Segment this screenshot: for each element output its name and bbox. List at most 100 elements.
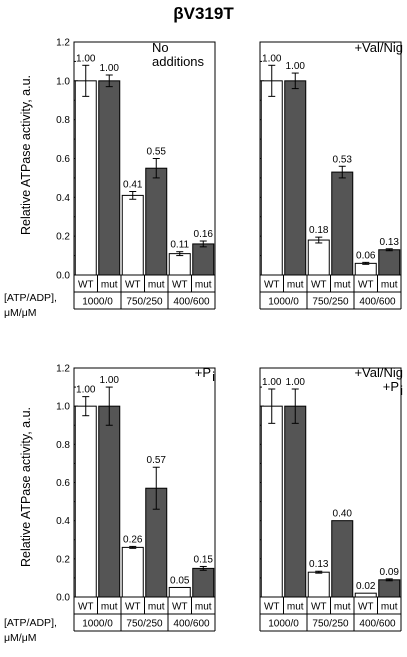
genotype-label: mut <box>287 602 304 613</box>
category-label: 1000/0 <box>268 297 299 308</box>
y-axis-label-bottom: Relative ATPase activity, a.u. <box>19 407 33 567</box>
row-header-top-line2: μM/μM <box>4 307 37 319</box>
bar-wt-0 <box>260 405 283 598</box>
y-tick-label: 0.2 <box>56 554 70 565</box>
y-tick-label: 0.0 <box>56 271 70 282</box>
genotype-label: mut <box>148 280 165 291</box>
data-label: 0.13 <box>380 237 400 248</box>
condition-label: +P <box>383 379 399 394</box>
chart-panel-pi: 0.0 0.2 0.4 0.6 0.8 1.0 1.2 +P i 1.00 0.26 0.05 1.00… <box>56 364 216 632</box>
y-tick-label: 0.4 <box>56 193 70 204</box>
genotype-label: mut <box>101 280 118 291</box>
bar-mut-2 <box>192 243 215 276</box>
row-header-bottom-line1: [ATP/ADP], <box>4 617 57 629</box>
y-tick-label: 0.2 <box>56 232 70 243</box>
bar-mut-0 <box>98 80 121 276</box>
data-label: 1.00 <box>262 377 282 388</box>
y-tick-label: 1.0 <box>56 402 70 413</box>
data-label: 0.55 <box>147 147 167 158</box>
condition-label: +Val/Nig <box>354 40 403 55</box>
category-label: 750/250 <box>312 619 349 630</box>
category-label: 400/600 <box>173 297 210 308</box>
category-label: 1000/0 <box>82 297 113 308</box>
bar-mut-0 <box>284 80 307 276</box>
genotype-label: mut <box>334 280 351 291</box>
genotype-label: WT <box>358 280 374 291</box>
data-label: 0.18 <box>309 225 329 236</box>
chart-panel-val-nig-pi: +Val/Nig+P i 1.00 0.13 0.02 1.00 0.40 0.09 WT mut… <box>259 365 403 632</box>
data-label: 0.57 <box>147 455 167 466</box>
data-label: 0.15 <box>194 554 214 565</box>
genotype-label: mut <box>287 280 304 291</box>
data-label: 1.00 <box>100 375 120 386</box>
data-label: 0.05 <box>170 575 190 586</box>
bar-wt-0 <box>74 405 97 598</box>
data-label: 0.11 <box>170 240 189 251</box>
y-tick-label: 1.2 <box>56 364 70 375</box>
genotype-label: mut <box>101 602 118 613</box>
genotype-label: WT <box>358 602 374 613</box>
genotype-label: WT <box>264 280 280 291</box>
bar-wt-1 <box>121 194 144 276</box>
bar-mut-2 <box>378 249 401 276</box>
category-label: 1000/0 <box>268 619 299 630</box>
bar-wt-1 <box>307 571 330 598</box>
category-label: 400/600 <box>359 619 396 630</box>
bar-mut-0 <box>284 405 307 598</box>
y-tick-label: 0.0 <box>56 593 70 604</box>
row-header-bottom-line2: μM/μM <box>4 632 37 644</box>
y-tick-label: 0.8 <box>56 440 70 451</box>
bar-mut-2 <box>192 567 215 598</box>
chart-panel-val-nig: +Val/Nig 1.00 0.18 0.06 1.00 0.53 0.13 WT mut 100… <box>259 40 403 310</box>
bar-mut-2 <box>378 579 401 598</box>
genotype-label: WT <box>172 602 188 613</box>
data-label: 0.06 <box>356 250 376 261</box>
genotype-label: mut <box>381 602 398 613</box>
data-label: 1.00 <box>76 53 96 64</box>
genotype-label: WT <box>311 602 327 613</box>
bar-wt-0 <box>74 80 97 276</box>
category-label: 750/250 <box>126 619 163 630</box>
genotype-label: WT <box>78 280 94 291</box>
bar-wt-2 <box>168 253 191 276</box>
data-label: 1.00 <box>286 61 306 72</box>
y-tick-label: 1.0 <box>56 76 70 87</box>
genotype-label: mut <box>195 602 212 613</box>
data-label: 0.09 <box>380 567 400 578</box>
bar-wt-2 <box>354 592 377 598</box>
data-label: 1.00 <box>262 53 282 64</box>
genotype-label: WT <box>125 602 141 613</box>
bar-wt-0 <box>260 80 283 276</box>
genotype-label: WT <box>311 280 327 291</box>
condition-label-subscript: i <box>400 383 403 398</box>
condition-label-subscript: i <box>212 369 215 384</box>
data-label: 1.00 <box>100 63 120 74</box>
bar-mut-0 <box>98 405 121 598</box>
y-tick-label: 1.2 <box>56 38 70 49</box>
condition-label: +P <box>195 365 211 380</box>
row-header-top-line1: [ATP/ADP], <box>4 292 57 304</box>
data-label: 0.53 <box>333 154 353 165</box>
data-label: 0.02 <box>356 581 376 592</box>
category-label: 400/600 <box>359 297 396 308</box>
bar-mut-1 <box>331 171 354 276</box>
data-label: 0.41 <box>123 180 143 191</box>
condition-label: +Val/Nig <box>354 365 403 380</box>
bar-wt-2 <box>354 262 377 276</box>
bar-mut-1 <box>331 520 354 598</box>
category-label: 400/600 <box>173 619 210 630</box>
genotype-label: mut <box>195 280 212 291</box>
genotype-label: mut <box>148 602 165 613</box>
genotype-label: mut <box>334 602 351 613</box>
y-tick-label: 0.6 <box>56 154 70 165</box>
y-axis-label-top: Relative ATPase activity, a.u. <box>19 75 33 235</box>
data-label: 1.00 <box>286 377 306 388</box>
bar-wt-2 <box>168 586 191 598</box>
figure-title: βV319T <box>173 4 234 23</box>
data-label: 0.13 <box>309 559 329 570</box>
genotype-label: WT <box>264 602 280 613</box>
category-label: 1000/0 <box>82 619 113 630</box>
data-label: 0.40 <box>333 509 353 520</box>
genotype-label: WT <box>78 602 94 613</box>
